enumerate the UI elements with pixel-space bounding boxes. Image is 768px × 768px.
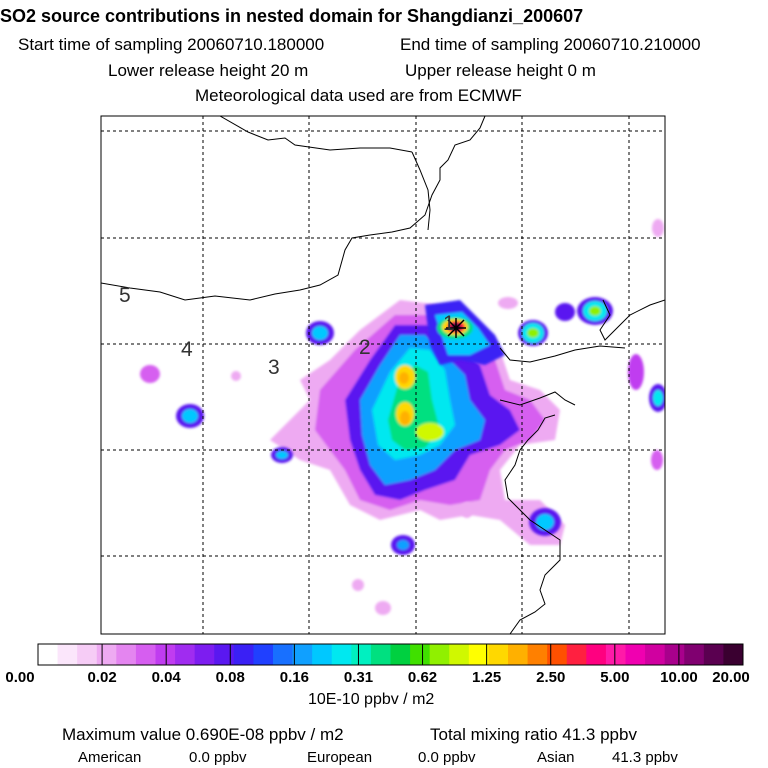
american-value: 0.0 ppbv xyxy=(189,749,247,766)
colorbar-cell xyxy=(684,644,705,665)
colorbar-cell xyxy=(351,644,372,665)
colorbar-cell xyxy=(194,644,215,665)
colorbar-cell xyxy=(292,644,313,665)
colorbar-cell xyxy=(625,644,646,665)
lower-release-label: Lower release height 20 m xyxy=(108,61,309,80)
colorbar-cell xyxy=(703,644,724,665)
start-time-label: Start time of sampling 20060710.180000 xyxy=(18,35,325,54)
colorbar-cell xyxy=(253,644,274,665)
european-value: 0.0 ppbv xyxy=(418,749,476,766)
colorbar xyxy=(37,643,744,666)
colorbar-cell xyxy=(57,644,78,665)
asian-value: 41.3 ppbv xyxy=(612,749,678,766)
colorbar-tick-label: 0.04 xyxy=(151,669,181,686)
grid-lines xyxy=(101,116,665,634)
colorbar-tick-label: 1.25 xyxy=(472,669,502,686)
colorbar-cell xyxy=(488,644,509,665)
colorbar-cell xyxy=(273,644,294,665)
colorbar-cell xyxy=(96,644,117,665)
coastlines xyxy=(101,116,665,634)
colorbar-cell xyxy=(429,644,450,665)
colorbar-cell xyxy=(331,644,352,665)
colorbar-cell xyxy=(508,644,529,665)
meteo-label: Meteorological data used are from ECMWF xyxy=(195,86,522,105)
colorbar-cell xyxy=(135,644,156,665)
colorbar-cell xyxy=(547,644,568,665)
upper-release-label: Upper release height 0 m xyxy=(405,61,596,80)
colorbar-tick-label: 10.00 xyxy=(660,669,698,686)
colorbar-tick-label: 2.50 xyxy=(536,669,566,686)
colorbar-tick-label: 0.00 xyxy=(5,669,35,686)
american-label: American xyxy=(78,749,142,766)
colorbar-cell xyxy=(214,644,235,665)
colorbar-tick-label: 0.31 xyxy=(343,669,374,686)
asian-label: Asian xyxy=(537,749,575,766)
colorbar-tick-label: 20.00 xyxy=(712,669,750,686)
colorbar-cell xyxy=(527,644,548,665)
colorbar-frame xyxy=(37,643,744,666)
colorbar-cell xyxy=(155,644,176,665)
max-value-label: Maximum value 0.690E-08 ppbv / m2 xyxy=(62,725,344,744)
contour-label-2: 2 xyxy=(359,336,371,359)
colorbar-cell xyxy=(449,644,470,665)
colorbar-tick-label: 0.08 xyxy=(215,669,245,686)
colorbar-tick-label: 0.16 xyxy=(279,669,309,686)
colorbar-cell xyxy=(566,644,587,665)
end-time-label: End time of sampling 20060710.210000 xyxy=(400,35,701,54)
colorbar-cell xyxy=(77,644,98,665)
map-frame xyxy=(100,115,666,635)
units-label: 10E-10 ppbv / m2 xyxy=(308,691,435,708)
european-label: European xyxy=(307,749,373,766)
colorbar-tick-label: 0.02 xyxy=(87,669,117,686)
contour-labels: 5 4 3 2 1 xyxy=(119,284,455,379)
colorbar-cell xyxy=(233,644,254,665)
colorbar-cell xyxy=(116,644,137,665)
colorbar-cell xyxy=(390,644,411,665)
colorbar-tick-label: 5.00 xyxy=(600,669,630,686)
colorbar-cell xyxy=(723,644,744,665)
colorbar-cell xyxy=(605,644,626,665)
colorbar-cell xyxy=(586,644,607,665)
colorbar-cell xyxy=(410,644,431,665)
total-mixing-label: Total mixing ratio 41.3 ppbv xyxy=(430,725,637,744)
concentration-field xyxy=(101,116,665,634)
colorbar-cell xyxy=(38,644,59,665)
contour-label-4: 4 xyxy=(181,338,193,361)
colorbar-tick-label: 0.62 xyxy=(407,669,438,686)
contour-label-3: 3 xyxy=(268,356,280,379)
colorbar-cell xyxy=(312,644,333,665)
contour-label-1: 1 xyxy=(443,312,455,335)
plot-title: SO2 source contributions in nested domai… xyxy=(0,6,584,26)
colorbar-cell xyxy=(468,644,489,665)
colorbar-cell xyxy=(645,644,666,665)
colorbar-cell xyxy=(175,644,196,665)
colorbar-cell xyxy=(370,644,391,665)
colorbar-cell xyxy=(664,644,685,665)
contour-label-5: 5 xyxy=(119,284,131,307)
receptor-marker xyxy=(446,318,466,338)
